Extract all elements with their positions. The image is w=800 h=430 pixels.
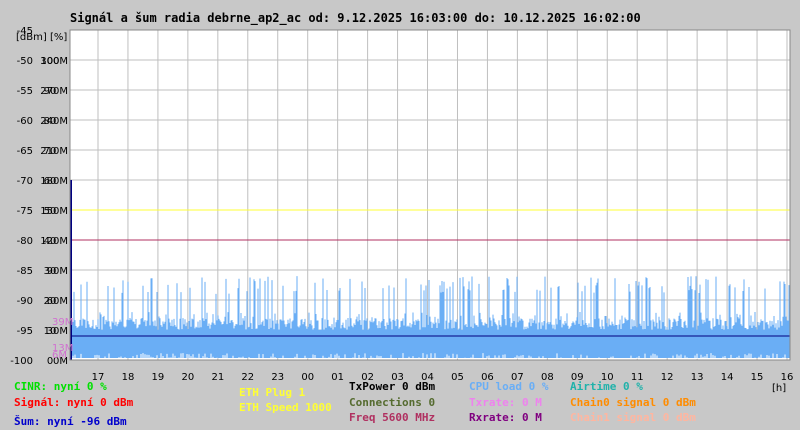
x-tick-label: 11 bbox=[631, 372, 644, 383]
x-tick-label: 03 bbox=[391, 372, 404, 383]
y-unit-dbm: [dBm] bbox=[16, 32, 47, 43]
y-tick-dbm: -85 bbox=[17, 266, 33, 277]
legend-cpu: CPU load 0 % bbox=[469, 380, 549, 393]
rate-extra-label: 39M bbox=[52, 317, 73, 328]
y-tick-rate: 210M bbox=[40, 146, 68, 157]
x-tick-label: 23 bbox=[271, 372, 284, 383]
x-tick-label: 12 bbox=[661, 372, 674, 383]
x-unit-label: [h] bbox=[772, 383, 786, 394]
y-tick-pct: 60 bbox=[44, 176, 57, 187]
y-tick-rate: 120M bbox=[40, 236, 68, 247]
y-tick-dbm: -50 bbox=[17, 56, 33, 67]
legend-cinr: CINR: nyní 0 % bbox=[14, 380, 107, 393]
y-tick-rate: 270M bbox=[40, 86, 68, 97]
x-tick-label: 10 bbox=[601, 372, 614, 383]
x-tick-label: 00 bbox=[301, 372, 314, 383]
y-tick-rate: 150M bbox=[40, 206, 68, 217]
x-tick-label: 19 bbox=[152, 372, 165, 383]
legend-noise: Šum: nyní -96 dBm bbox=[14, 415, 127, 428]
x-tick-label: 13 bbox=[691, 372, 704, 383]
rate-extra-label: 6M bbox=[52, 350, 67, 361]
x-tick-label: 02 bbox=[361, 372, 374, 383]
x-tick-label: 07 bbox=[511, 372, 524, 383]
y-tick-rate: 240M bbox=[40, 116, 68, 127]
y-tick-pct: 20 bbox=[44, 296, 57, 307]
legend-freq: Freq 5600 MHz bbox=[349, 411, 436, 424]
x-tick-label: 14 bbox=[721, 372, 734, 383]
y-tick-dbm: -60 bbox=[17, 116, 33, 127]
plot-area bbox=[70, 30, 790, 360]
y-tick-rate: 0M bbox=[53, 356, 68, 367]
rate-extra-label: 13M bbox=[52, 343, 73, 354]
y-tick-rate: 90M bbox=[47, 266, 68, 277]
y-tick-rate: 60M bbox=[47, 296, 68, 307]
y-tick-dbm: -75 bbox=[17, 206, 33, 217]
y-tick-rate: 300M bbox=[40, 56, 68, 67]
y-tick-dbm: -45 bbox=[17, 26, 33, 37]
y-tick-pct: 100 bbox=[40, 56, 59, 67]
y-tick-dbm: -95 bbox=[17, 326, 33, 337]
y-tick-dbm: -70 bbox=[17, 176, 33, 187]
y-tick-rate: 180M bbox=[40, 176, 68, 187]
x-tick-label: 17 bbox=[92, 372, 105, 383]
x-tick-label: 05 bbox=[451, 372, 464, 383]
x-tick-label: 09 bbox=[571, 372, 584, 383]
legend-txrate: Txrate: 0 M bbox=[469, 396, 542, 409]
y-tick-dbm: -90 bbox=[17, 296, 33, 307]
x-tick-label: 06 bbox=[481, 372, 494, 383]
x-tick-label: 15 bbox=[751, 372, 764, 383]
x-tick-label: 18 bbox=[122, 372, 135, 383]
y-tick-pct: 30 bbox=[44, 266, 57, 277]
chart-title: Signál a šum radia debrne_ap2_ac od: 9.1… bbox=[70, 11, 641, 25]
y-tick-dbm: -100 bbox=[10, 356, 33, 367]
y-tick-pct: 90 bbox=[44, 86, 57, 97]
legend-connections: Connections 0 bbox=[349, 396, 436, 409]
legend-chain0: Chain0 signal 0 dBm bbox=[570, 396, 696, 409]
y-tick-pct: 70 bbox=[44, 146, 57, 157]
plot-frame bbox=[69, 29, 791, 361]
y-tick-dbm: -80 bbox=[17, 236, 33, 247]
x-tick-label: 01 bbox=[331, 372, 344, 383]
x-tick-label: 22 bbox=[241, 372, 254, 383]
y-tick-pct: 50 bbox=[44, 206, 57, 217]
y-tick-dbm: -55 bbox=[17, 86, 33, 97]
legend-txpower: TxPower 0 dBm bbox=[349, 380, 436, 393]
noise-fill bbox=[70, 336, 790, 358]
legend-chain1: Chain1 signal 0 dBm bbox=[570, 411, 696, 424]
legend-airtime: Airtime 0 % bbox=[570, 380, 643, 393]
y-tick-dbm: -65 bbox=[17, 146, 33, 157]
legend-eth-speed: ETH Speed 1000 bbox=[239, 401, 332, 414]
legend-eth-plug: ETH Plug 1 bbox=[239, 386, 306, 399]
x-tick-label: 16 bbox=[781, 372, 794, 383]
noise-series bbox=[70, 276, 790, 359]
x-tick-label: 21 bbox=[211, 372, 224, 383]
x-tick-label: 08 bbox=[541, 372, 554, 383]
x-tick-label: 04 bbox=[421, 372, 434, 383]
y-tick-pct: 80 bbox=[44, 116, 57, 127]
y-unit-pct: [%] bbox=[50, 32, 67, 43]
legend-rxrate: Rxrate: 0 M bbox=[469, 411, 542, 424]
legend-signal: Signál: nyní 0 dBm bbox=[14, 396, 134, 409]
x-tick-label: 20 bbox=[182, 372, 195, 383]
y-tick-pct: 10 bbox=[44, 326, 57, 337]
y-tick-pct: 0 bbox=[47, 356, 53, 367]
y-tick-pct: 40 bbox=[44, 236, 57, 247]
y-tick-rate: 30M bbox=[47, 326, 68, 337]
